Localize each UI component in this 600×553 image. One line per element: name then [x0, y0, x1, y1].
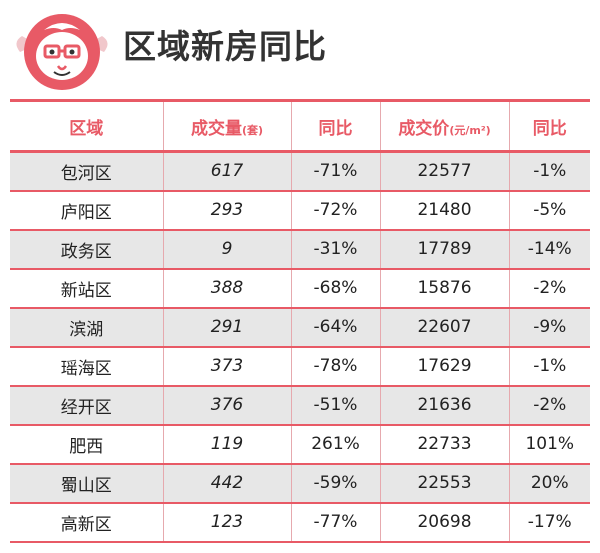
cell-price-yoy: -1%: [509, 346, 590, 387]
cell-volume-yoy: -77%: [291, 502, 381, 543]
cell-district: 滨湖: [10, 307, 164, 348]
cell-volume-yoy: -68%: [291, 268, 381, 309]
cell-volume: 293: [163, 190, 292, 231]
header-price: 成交价(元/m²): [380, 99, 510, 153]
cell-price: 22577: [380, 151, 510, 192]
header-price-unit: (元/m²): [449, 123, 491, 137]
cell-volume: 291: [163, 307, 292, 348]
table-row: 高新区 123 -77% 20698 -17%: [10, 502, 590, 543]
cell-price-yoy: -9%: [509, 307, 590, 348]
table-row: 包河区 617 -71% 22577 -1%: [10, 151, 590, 192]
cell-volume-yoy: -59%: [291, 463, 381, 504]
cell-volume-yoy: -72%: [291, 190, 381, 231]
cell-volume: 617: [163, 151, 292, 192]
cell-district: 高新区: [10, 502, 164, 543]
cell-volume-yoy: -78%: [291, 346, 381, 387]
cell-price-yoy: -2%: [509, 268, 590, 309]
cell-volume: 442: [163, 463, 292, 504]
cell-price: 22553: [380, 463, 510, 504]
cell-district: 庐阳区: [10, 190, 164, 231]
cell-price: 20698: [380, 502, 510, 543]
page-title: 区域新房同比: [123, 27, 327, 66]
cell-district: 经开区: [10, 385, 164, 426]
cell-volume: 388: [163, 268, 292, 309]
cell-price-yoy: -5%: [509, 190, 590, 231]
cell-volume-yoy: -51%: [291, 385, 381, 426]
header-volume-unit: (套): [241, 123, 264, 137]
cell-price: 15876: [380, 268, 510, 309]
header-volume-yoy: 同比: [291, 99, 381, 153]
header-district: 区域: [10, 99, 164, 153]
cell-price-yoy: 101%: [509, 424, 590, 465]
table-row: 新站区 388 -68% 15876 -2%: [10, 268, 590, 309]
cell-district: 瑶海区: [10, 346, 164, 387]
cell-volume-yoy: -71%: [291, 151, 381, 192]
cell-price: 22733: [380, 424, 510, 465]
cell-price-yoy: -1%: [509, 151, 590, 192]
cell-price-yoy: 20%: [509, 463, 590, 504]
table-row: 政务区 9 -31% 17789 -14%: [10, 229, 590, 270]
table-row: 滨湖 291 -64% 22607 -9%: [10, 307, 590, 348]
header-volume: 成交量(套): [163, 99, 292, 153]
table-row: 经开区 376 -51% 21636 -2%: [10, 385, 590, 426]
district-sales-table: 区域 成交量(套) 同比 成交价(元/m²) 同比 包河区 617 -71% 2…: [10, 99, 590, 543]
cell-volume: 9: [163, 229, 292, 270]
cell-price: 17789: [380, 229, 510, 270]
table-row: 蜀山区 442 -59% 22553 20%: [10, 463, 590, 504]
cell-volume: 376: [163, 385, 292, 426]
cell-district: 蜀山区: [10, 463, 164, 504]
table-row: 瑶海区 373 -78% 17629 -1%: [10, 346, 590, 387]
cell-volume-yoy: -64%: [291, 307, 381, 348]
header: 区域新房同比: [0, 0, 600, 100]
table-row: 庐阳区 293 -72% 21480 -5%: [10, 190, 590, 231]
cell-district: 肥西: [10, 424, 164, 465]
table-row: 肥西 119 261% 22733 101%: [10, 424, 590, 465]
cell-volume-yoy: -31%: [291, 229, 381, 270]
cell-volume: 123: [163, 502, 292, 543]
cell-price: 21480: [380, 190, 510, 231]
cell-volume: 119: [163, 424, 292, 465]
cell-district: 包河区: [10, 151, 164, 192]
header-price-yoy: 同比: [509, 99, 590, 153]
cell-volume-yoy: 261%: [291, 424, 381, 465]
cell-price-yoy: -14%: [509, 229, 590, 270]
district-table-container: 区域 成交量(套) 同比 成交价(元/m²) 同比 包河区 617 -71% 2…: [10, 99, 590, 543]
cell-price: 17629: [380, 346, 510, 387]
cell-price-yoy: -2%: [509, 385, 590, 426]
cell-volume: 373: [163, 346, 292, 387]
table-header-row: 区域 成交量(套) 同比 成交价(元/m²) 同比: [10, 99, 590, 153]
cell-district: 新站区: [10, 268, 164, 309]
cell-price-yoy: -17%: [509, 502, 590, 543]
cell-price: 21636: [380, 385, 510, 426]
cell-district: 政务区: [10, 229, 164, 270]
mascot-face-icon: [16, 14, 108, 90]
cell-price: 22607: [380, 307, 510, 348]
